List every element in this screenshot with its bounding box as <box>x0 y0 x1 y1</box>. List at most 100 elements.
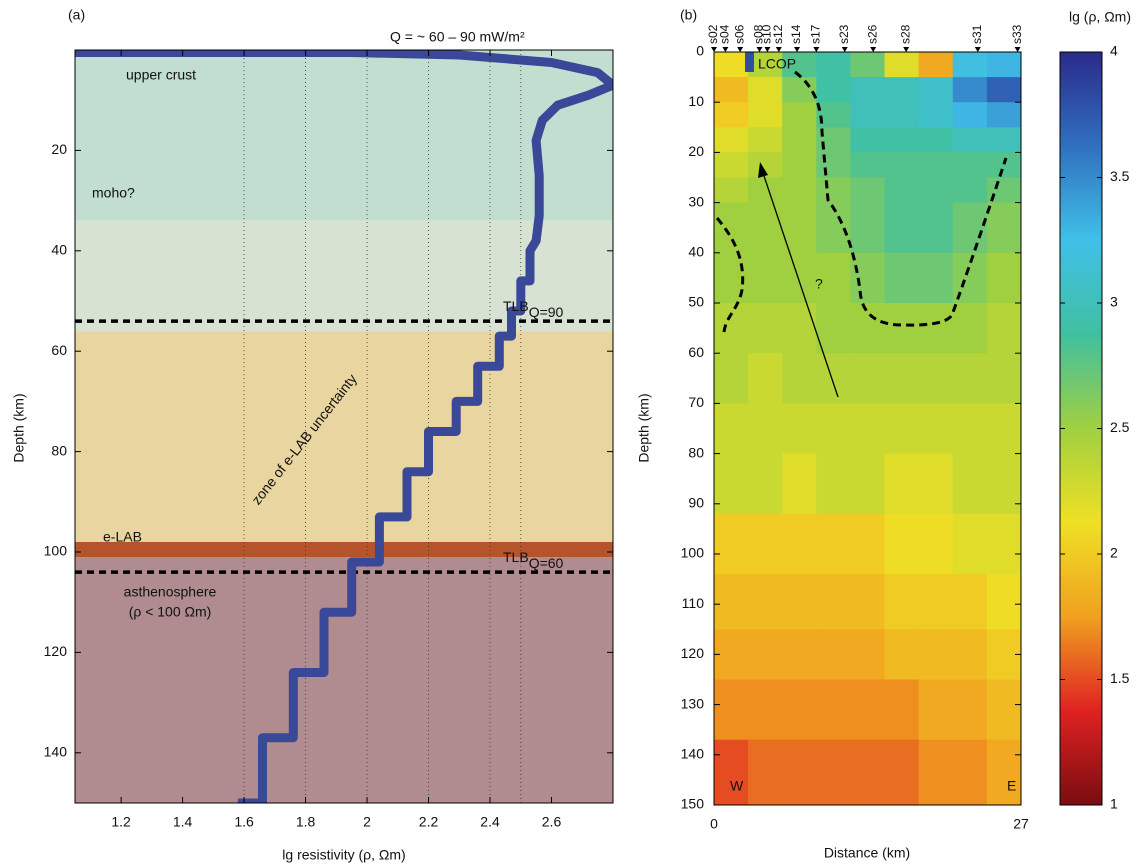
cell <box>986 353 1022 404</box>
station-label: s08 <box>752 24 766 44</box>
cell <box>816 152 851 178</box>
cell <box>748 403 783 455</box>
cell <box>952 152 988 178</box>
annotation: E <box>1007 778 1016 794</box>
cell <box>816 453 851 515</box>
x-tick-label: 1.6 <box>234 814 254 830</box>
y-tick-label: 120 <box>44 643 68 659</box>
cell <box>714 453 749 515</box>
station-marker <box>841 47 848 52</box>
cell <box>918 252 954 304</box>
cell <box>748 679 783 741</box>
colorbar-tick-label: 2.5 <box>1110 419 1130 435</box>
cell <box>850 629 886 680</box>
cell <box>782 739 817 806</box>
profile-line <box>75 50 613 803</box>
station-label: s12 <box>771 24 785 44</box>
cell <box>816 303 851 354</box>
station-label: s04 <box>718 24 732 44</box>
layer <box>75 331 613 542</box>
cell <box>918 77 954 103</box>
station-label: s17 <box>809 24 823 44</box>
cell <box>884 513 920 575</box>
cell <box>850 353 886 404</box>
cell <box>850 403 886 455</box>
x-tick-label: 2.6 <box>542 814 562 830</box>
x-tick-label: 2.2 <box>419 814 439 830</box>
cell <box>884 52 920 78</box>
y-tick-label: 130 <box>681 695 705 711</box>
cell <box>884 152 920 178</box>
boundary-name: TLB <box>503 298 529 314</box>
cell <box>918 353 954 404</box>
cell <box>918 177 954 204</box>
chart-title: Q = ~ 60 – 90 mW/m² <box>390 29 525 45</box>
station-marker <box>756 47 763 52</box>
cell <box>918 574 954 630</box>
boundary-name: TLB <box>503 549 529 565</box>
contour <box>715 217 745 333</box>
cell <box>782 574 817 630</box>
y-tick-label: 140 <box>681 746 705 762</box>
cell <box>884 679 920 741</box>
cell <box>884 202 920 254</box>
layer <box>75 50 613 221</box>
cell <box>816 679 851 741</box>
cell <box>918 102 954 128</box>
x-tick-label: 2 <box>363 814 371 830</box>
colorbar-tick-label: 4 <box>1110 43 1118 59</box>
contour <box>794 70 1008 327</box>
panel-label: (b) <box>680 7 697 23</box>
y-tick-label: 150 <box>681 796 705 812</box>
cell <box>850 252 886 304</box>
cell <box>816 252 851 304</box>
boundary-subscript: Q=60 <box>529 555 564 571</box>
cell <box>918 52 954 78</box>
cell <box>850 303 886 354</box>
cell <box>850 513 886 575</box>
cell <box>986 303 1022 354</box>
cell <box>952 52 988 78</box>
x-axis-label: Distance (km) <box>824 845 910 861</box>
cell <box>748 127 783 153</box>
boundary-subscript: Q=90 <box>529 304 564 320</box>
cell <box>850 152 886 178</box>
y-tick-label: 140 <box>44 744 68 760</box>
colorbar-tick-label: 1 <box>1110 796 1118 812</box>
annotation: W <box>730 778 744 794</box>
cell <box>714 739 749 806</box>
cell <box>986 252 1022 304</box>
cell <box>918 629 954 680</box>
cell <box>782 679 817 741</box>
cell <box>986 679 1022 741</box>
cell <box>884 127 920 153</box>
cell <box>952 513 988 575</box>
cell <box>952 629 988 680</box>
cell <box>884 353 920 404</box>
y-axis-label: Depth (km) <box>11 393 27 462</box>
station-label: s33 <box>1010 24 1024 44</box>
cell <box>884 574 920 630</box>
cell <box>850 52 886 78</box>
cell <box>986 739 1022 806</box>
x-tick-label: 2.4 <box>480 814 500 830</box>
station-marker <box>1014 47 1021 52</box>
layer <box>75 557 613 803</box>
y-tick-label: 60 <box>688 344 704 360</box>
cell <box>816 403 851 455</box>
x-axis-label: lg resistivity (ρ, Ωm) <box>282 847 405 863</box>
station-label: s23 <box>837 24 851 44</box>
x-tick-label: 1.8 <box>296 814 316 830</box>
cell <box>884 403 920 455</box>
cell <box>748 574 783 630</box>
x-tick-label: 27 <box>1013 816 1029 832</box>
y-tick-label: 80 <box>688 444 704 460</box>
cell <box>714 403 749 455</box>
cell <box>816 77 851 103</box>
cell <box>782 152 817 178</box>
cell <box>782 303 817 354</box>
cell <box>986 574 1022 630</box>
axes-frame <box>713 51 1022 806</box>
cell <box>952 202 988 254</box>
cell <box>918 403 954 455</box>
